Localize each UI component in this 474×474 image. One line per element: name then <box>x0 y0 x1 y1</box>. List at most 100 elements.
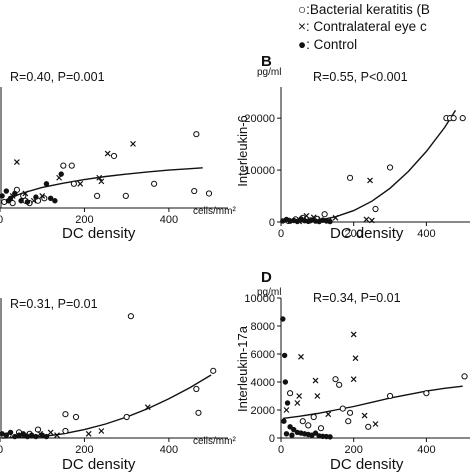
panel-d-point-open-circle <box>336 381 343 388</box>
panel-b-point-cross <box>332 214 339 221</box>
panel-a-point-cross <box>104 150 111 157</box>
panel-a-point-open-circle <box>110 152 118 160</box>
panel-c-fit <box>2 374 212 439</box>
panel-d-point-filled-circle <box>287 424 293 430</box>
panel-b-x-label: DC density <box>330 225 404 242</box>
panel-d-y-unit: pg/ml <box>257 287 281 298</box>
panel-a-point-cross <box>13 159 20 165</box>
panel-c-x-label: DC density <box>62 456 136 473</box>
panel-c-point-cross <box>144 404 151 411</box>
panel-d-point-filled-circle <box>281 418 287 424</box>
panel-a-point-cross <box>77 180 84 187</box>
panel-a-point-open-circle <box>122 192 129 199</box>
panel-c: R=0.31, P=0.01 0 200 400 DC density cells/… <box>0 297 236 473</box>
panel-d-point-open-circle <box>461 373 468 380</box>
panel-d-stat: R=0.34, P=0.01 <box>313 291 401 305</box>
panel-a-point-cross <box>98 178 105 185</box>
panel-d-point-open-circle <box>299 418 306 425</box>
panel-a-point-open-circle <box>191 187 198 195</box>
panel-d-point-open-circle <box>423 390 430 397</box>
panel-b: B pg/ml R=0.55, P<0.001 Interleukin-6 0 2… <box>235 53 470 242</box>
panel-c-point-open-circle <box>210 367 217 374</box>
panel-a-x-tick-label: 400 <box>160 214 178 226</box>
panel-a-point-cross <box>130 140 136 147</box>
panel-b-point-cross <box>367 177 373 184</box>
panel-b-point-open-circle <box>459 115 466 122</box>
panel-d-y-tick-label: 0 <box>269 433 275 445</box>
panel-c-points <box>0 313 217 440</box>
panel-d-x-tick-label: 200 <box>345 444 363 456</box>
panel-a-point-filled-circle <box>3 188 10 194</box>
panel-d-point-filled-circle <box>291 426 297 433</box>
panel-d-point-open-circle <box>286 390 294 397</box>
panel-d-fit-curve <box>282 385 463 420</box>
panel-d-point-cross <box>283 407 290 413</box>
panel-d-point-filled-circle <box>284 400 291 406</box>
panel-d-point-filled-circle <box>283 431 290 437</box>
panel-a: R=0.40, P=0.001 0 200 400 DC density cells… <box>0 70 236 242</box>
panel-b-point-open-circle <box>386 164 394 171</box>
panel-b-point-open-circle <box>450 115 457 122</box>
panel-b-points <box>280 115 466 225</box>
panel-b-point-open-circle <box>372 205 379 213</box>
panel-d-y-tick-label: 10000 <box>244 293 275 305</box>
panel-a-point-filled-circle <box>0 193 5 199</box>
panel-d-point-cross <box>350 376 357 383</box>
panel-c-point-open-circle <box>123 413 130 421</box>
panel-d-x-label: DC density <box>330 456 404 473</box>
panel-b-x-tick-label: 400 <box>417 228 435 240</box>
panel-c-x-unit: cells/mm² <box>193 436 236 447</box>
legend-item-control: ●: Control <box>298 37 357 52</box>
panel-d-point-open-circle <box>339 405 346 412</box>
panel-c-point-open-circle <box>62 427 69 435</box>
panel-c-fit-curve <box>2 374 212 439</box>
panel-b-point-cross <box>363 216 370 223</box>
panel-b-axes: 0 200 400 0 10000 20000 <box>244 87 470 240</box>
panel-d-point-open-circle <box>386 392 394 400</box>
panel-c-point-filled-circle <box>20 431 26 437</box>
panel-a-point-open-circle <box>68 162 75 169</box>
legend-item-contralateral-eye: ×: Contralateral eye c <box>298 19 427 34</box>
panel-d-y-tick-label: 6000 <box>251 349 275 361</box>
panel-a-point-open-circle <box>60 162 67 169</box>
panel-d-point-open-circle <box>332 376 339 383</box>
panel-a-fit-curve <box>1 167 203 203</box>
panel-c-axes: 0 200 400 <box>0 298 228 456</box>
panel-a-point-open-circle <box>70 180 77 187</box>
panel-b-x-tick-label: 200 <box>345 228 363 240</box>
panel-b-point-cross <box>368 217 375 224</box>
panel-b-fit-curve <box>282 110 457 223</box>
panel-b-y-unit: pg/ml <box>257 67 281 78</box>
panel-d-point-filled-circle <box>327 434 333 440</box>
legend: ○:Bacterial keratitis (B ×: Contralatera… <box>298 2 430 52</box>
panel-d-point-open-circle <box>305 422 312 429</box>
panel-a-point-filled-circle <box>43 181 50 187</box>
panel-d-point-cross <box>298 353 304 360</box>
panel-d: D pg/ml R=0.34, P=0.01 Interleukin-17a 0… <box>235 269 470 473</box>
panel-a-point-filled-circle <box>18 198 24 204</box>
panel-d-x-tick-label: 400 <box>417 444 435 456</box>
panel-d-y-tick-label: 8000 <box>251 321 275 333</box>
panel-c-point-open-circle <box>72 413 80 421</box>
panel-b-point-open-circle <box>321 211 328 218</box>
panel-d-y-tick-label: 4000 <box>251 377 275 389</box>
panel-d-point-filled-circle <box>280 316 286 322</box>
panel-b-fit <box>282 110 457 223</box>
panel-c-point-open-circle <box>193 385 200 393</box>
panel-a-point-filled-circle <box>33 194 39 200</box>
panel-a-x-tick-label: 200 <box>75 214 93 226</box>
panel-b-x-tick-label: 0 <box>278 228 284 240</box>
panel-d-x-tick-label: 0 <box>278 444 284 456</box>
panel-c-x-tick-label: 200 <box>75 444 93 456</box>
panel-d-point-open-circle <box>345 418 352 425</box>
panel-c-point-cross <box>47 429 54 436</box>
panel-a-point-cross <box>22 190 29 197</box>
panel-a-point-open-circle <box>9 200 16 207</box>
panel-d-point-filled-circle <box>312 430 319 436</box>
panel-a-point-filled-circle <box>52 198 58 204</box>
panel-b-point-cross <box>303 212 310 219</box>
panel-c-x-tick-label: 0 <box>0 444 3 456</box>
panel-d-point-cross <box>372 421 379 427</box>
panel-a-x-unit: cells/mm² <box>193 206 236 217</box>
